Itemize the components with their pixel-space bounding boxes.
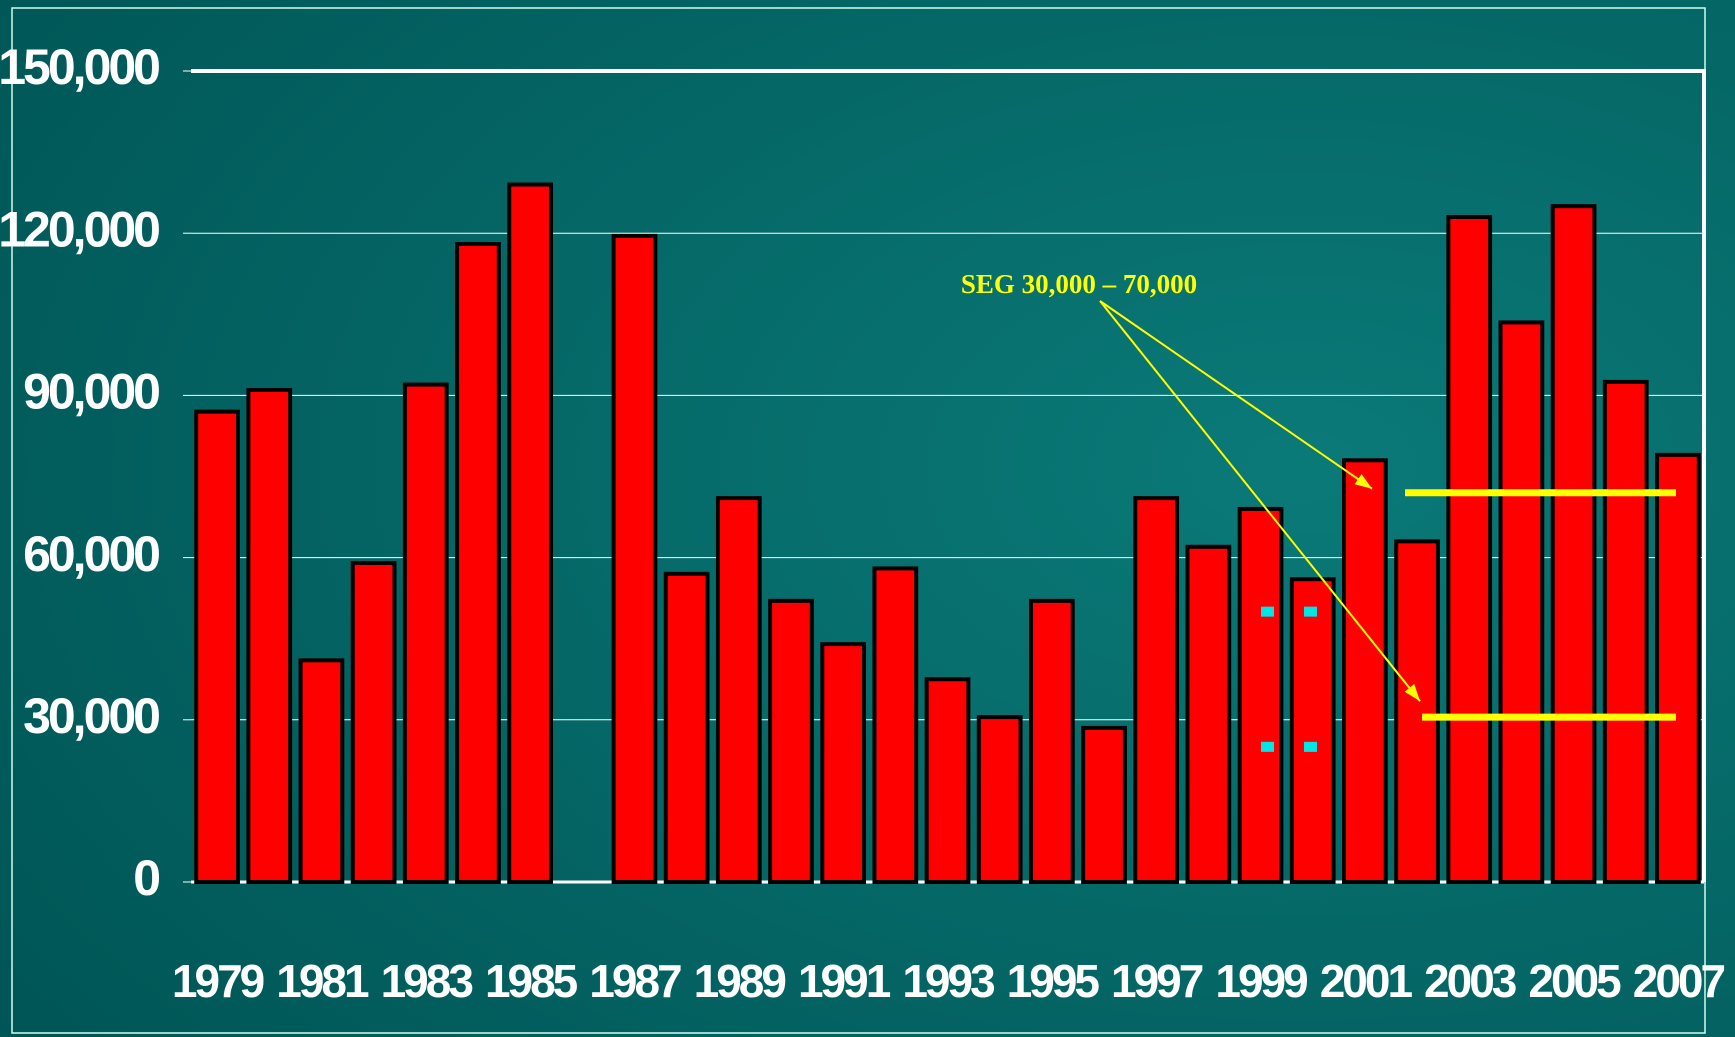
bar (1240, 509, 1282, 882)
bar (353, 563, 395, 882)
bar (770, 601, 812, 882)
x-tick-label: 1989 (694, 955, 786, 1007)
bar (1553, 206, 1595, 882)
bar (1657, 455, 1699, 882)
y-tick-label: 30,000 (23, 688, 159, 744)
bar (405, 385, 447, 882)
x-tick-label: 1979 (172, 955, 264, 1007)
x-tick-label: 2005 (1528, 955, 1621, 1007)
bar (1396, 541, 1438, 882)
x-tick-label: 1993 (902, 955, 994, 1007)
chart: SEG 30,000 – 70,000 0 30,000 60,000 90,000 1… (0, 0, 1735, 1037)
bar (927, 679, 969, 882)
bar (874, 568, 916, 882)
page: SEG 30,000 – 70,000 0 30,000 60,000 90,000 1… (0, 0, 1735, 1037)
y-tick-label: 120,000 (0, 201, 159, 257)
x-tick-label: 1997 (1111, 955, 1203, 1007)
x-tick-label: 1983 (381, 955, 473, 1007)
x-tick-label: 1999 (1215, 955, 1307, 1007)
x-tick-label: 2003 (1424, 955, 1516, 1007)
bar (248, 390, 290, 882)
y-tick-label: 60,000 (23, 526, 159, 582)
annotation: SEG 30,000 – 70,000 (961, 269, 1197, 299)
y-tick-label: 90,000 (23, 364, 159, 420)
bar (1344, 460, 1386, 882)
bar (196, 412, 238, 882)
y-tick-label: 0 (133, 850, 159, 906)
bar (1135, 498, 1177, 882)
bar (822, 644, 864, 882)
bar (1083, 728, 1125, 882)
bar (1031, 601, 1073, 882)
bar (1605, 382, 1647, 882)
x-tick-label: 2007 (1633, 955, 1725, 1007)
bar (979, 717, 1021, 882)
bar (1187, 547, 1229, 882)
bar (1501, 322, 1543, 882)
bar (718, 498, 760, 882)
x-tick-label: 1987 (589, 955, 681, 1007)
bar (457, 244, 499, 882)
bar (614, 236, 656, 882)
x-tick-label: 2001 (1320, 955, 1413, 1007)
bar (301, 660, 343, 882)
bar (509, 185, 551, 882)
bar (1448, 217, 1490, 882)
x-tick-label: 1991 (798, 955, 891, 1007)
x-tick-label: 1985 (485, 955, 578, 1007)
y-tick-label: 150,000 (0, 39, 159, 95)
x-tick-label: 1981 (276, 955, 369, 1007)
x-tick-label: 1995 (1007, 955, 1100, 1007)
bar (1292, 579, 1334, 882)
bar (666, 574, 708, 882)
